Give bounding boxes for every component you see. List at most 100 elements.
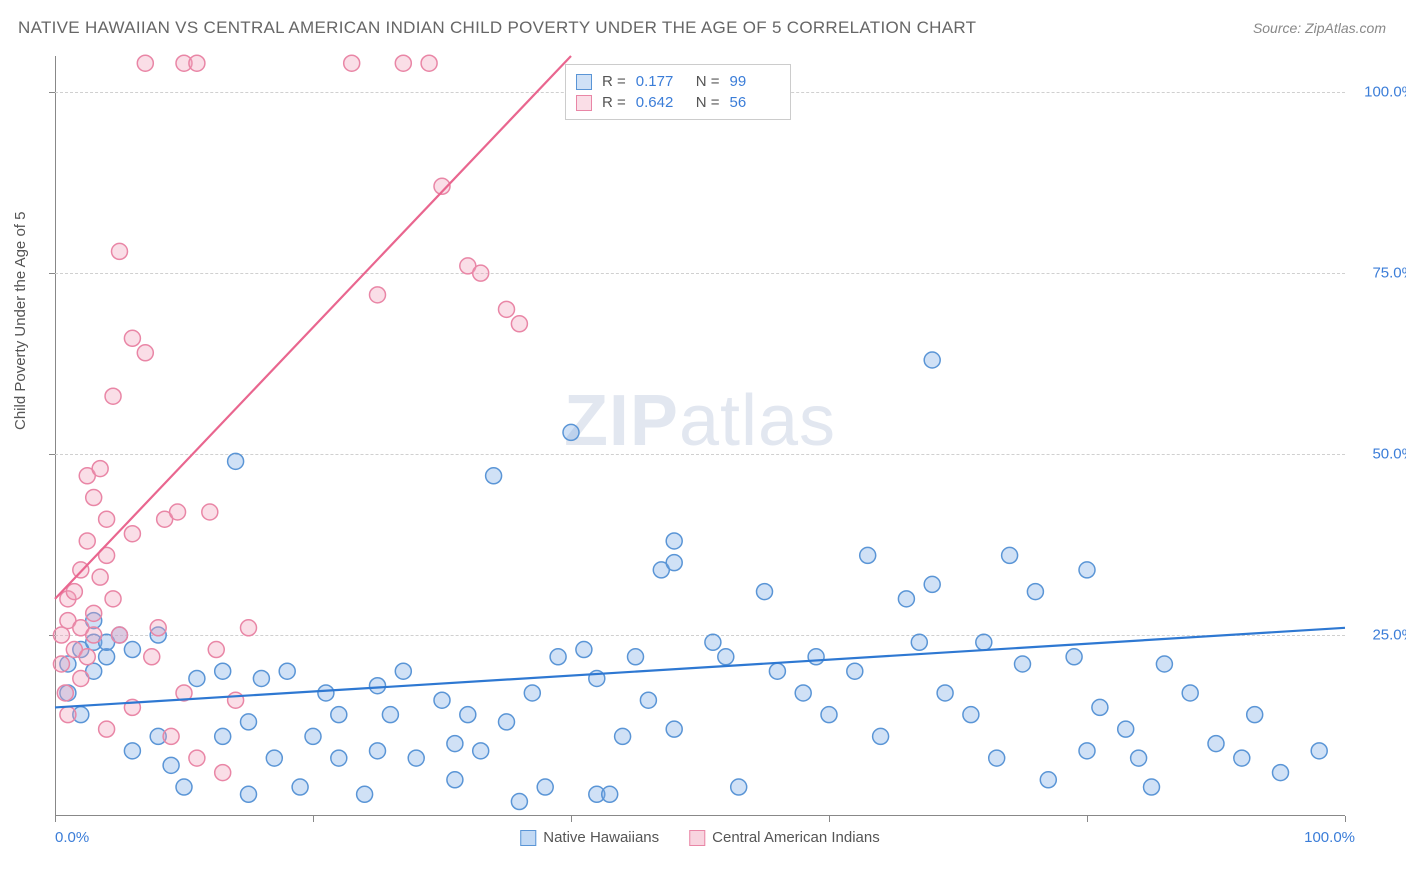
scatter-point	[937, 685, 953, 701]
scatter-point	[860, 547, 876, 563]
scatter-point	[370, 287, 386, 303]
scatter-point	[1118, 721, 1134, 737]
scatter-point	[241, 714, 257, 730]
scatter-point	[86, 605, 102, 621]
y-axis-label: Child Poverty Under the Age of 5	[12, 212, 29, 430]
scatter-point	[924, 352, 940, 368]
x-tick	[1345, 816, 1346, 822]
scatter-point	[1156, 656, 1172, 672]
scatter-point	[228, 453, 244, 469]
chart-area: ZIPatlas 25.0%50.0%75.0%100.0% R =0.177N…	[55, 56, 1345, 816]
scatter-point	[124, 642, 140, 658]
scatter-point	[357, 786, 373, 802]
scatter-point	[137, 345, 153, 361]
scatter-point	[331, 750, 347, 766]
scatter-point	[253, 670, 269, 686]
stats-n-label: N =	[696, 94, 720, 111]
scatter-point	[266, 750, 282, 766]
scatter-point	[847, 663, 863, 679]
scatter-point	[550, 649, 566, 665]
scatter-point	[524, 685, 540, 701]
scatter-point	[163, 728, 179, 744]
scatter-point	[989, 750, 1005, 766]
scatter-point	[1092, 699, 1108, 715]
scatter-point	[92, 461, 108, 477]
scatter-point	[395, 55, 411, 71]
scatter-point	[57, 685, 73, 701]
scatter-point	[305, 728, 321, 744]
scatter-point	[189, 750, 205, 766]
scatter-point	[563, 424, 579, 440]
scatter-point	[60, 707, 76, 723]
scatter-point	[640, 692, 656, 708]
scatter-point	[92, 569, 108, 585]
scatter-point	[150, 620, 166, 636]
scatter-point	[99, 721, 115, 737]
scatter-point	[408, 750, 424, 766]
scatter-point	[370, 678, 386, 694]
y-tick-label: 100.0%	[1355, 84, 1406, 101]
scatter-point	[112, 243, 128, 259]
scatter-point	[460, 707, 476, 723]
scatter-point	[137, 55, 153, 71]
scatter-point	[1015, 656, 1031, 672]
scatter-point	[924, 576, 940, 592]
trend-line	[55, 56, 571, 599]
scatter-point	[628, 649, 644, 665]
scatter-point	[1079, 562, 1095, 578]
scatter-point	[105, 591, 121, 607]
scatter-point	[486, 468, 502, 484]
scatter-point	[86, 627, 102, 643]
stats-n-value: 56	[730, 94, 780, 111]
legend-label: Native Hawaiians	[543, 829, 659, 846]
scatter-point	[241, 620, 257, 636]
stats-r-value: 0.177	[636, 73, 686, 90]
scatter-point	[370, 743, 386, 759]
scatter-point	[382, 707, 398, 723]
scatter-point	[731, 779, 747, 795]
scatter-plot-svg	[55, 56, 1345, 816]
stats-row: R =0.177N =99	[576, 71, 780, 92]
scatter-point	[79, 533, 95, 549]
scatter-point	[105, 388, 121, 404]
scatter-point	[537, 779, 553, 795]
x-axis-label-min: 0.0%	[55, 829, 89, 846]
scatter-point	[170, 504, 186, 520]
stats-r-label: R =	[602, 94, 626, 111]
scatter-point	[808, 649, 824, 665]
scatter-point	[666, 555, 682, 571]
chart-header: NATIVE HAWAIIAN VS CENTRAL AMERICAN INDI…	[0, 0, 1406, 46]
scatter-point	[1247, 707, 1263, 723]
correlation-stats-box: R =0.177N =99R =0.642N =56	[565, 64, 791, 120]
scatter-point	[189, 55, 205, 71]
scatter-point	[602, 786, 618, 802]
legend-swatch	[689, 830, 705, 846]
scatter-point	[898, 591, 914, 607]
scatter-point	[124, 743, 140, 759]
chart-source: Source: ZipAtlas.com	[1253, 20, 1386, 36]
scatter-point	[499, 301, 515, 317]
legend-item: Central American Indians	[689, 829, 880, 846]
scatter-point	[1040, 772, 1056, 788]
x-tick	[313, 816, 314, 822]
scatter-point	[344, 55, 360, 71]
scatter-point	[718, 649, 734, 665]
stats-n-label: N =	[696, 73, 720, 90]
scatter-point	[666, 533, 682, 549]
scatter-point	[215, 663, 231, 679]
scatter-point	[666, 721, 682, 737]
stats-r-value: 0.642	[636, 94, 686, 111]
y-tick-label: 75.0%	[1355, 265, 1406, 282]
stats-swatch	[576, 74, 592, 90]
x-tick	[829, 816, 830, 822]
scatter-point	[163, 757, 179, 773]
scatter-point	[1027, 584, 1043, 600]
scatter-point	[189, 670, 205, 686]
scatter-point	[447, 772, 463, 788]
scatter-point	[511, 316, 527, 332]
scatter-point	[873, 728, 889, 744]
scatter-point	[86, 490, 102, 506]
scatter-point	[228, 692, 244, 708]
scatter-point	[331, 707, 347, 723]
scatter-point	[1144, 779, 1160, 795]
